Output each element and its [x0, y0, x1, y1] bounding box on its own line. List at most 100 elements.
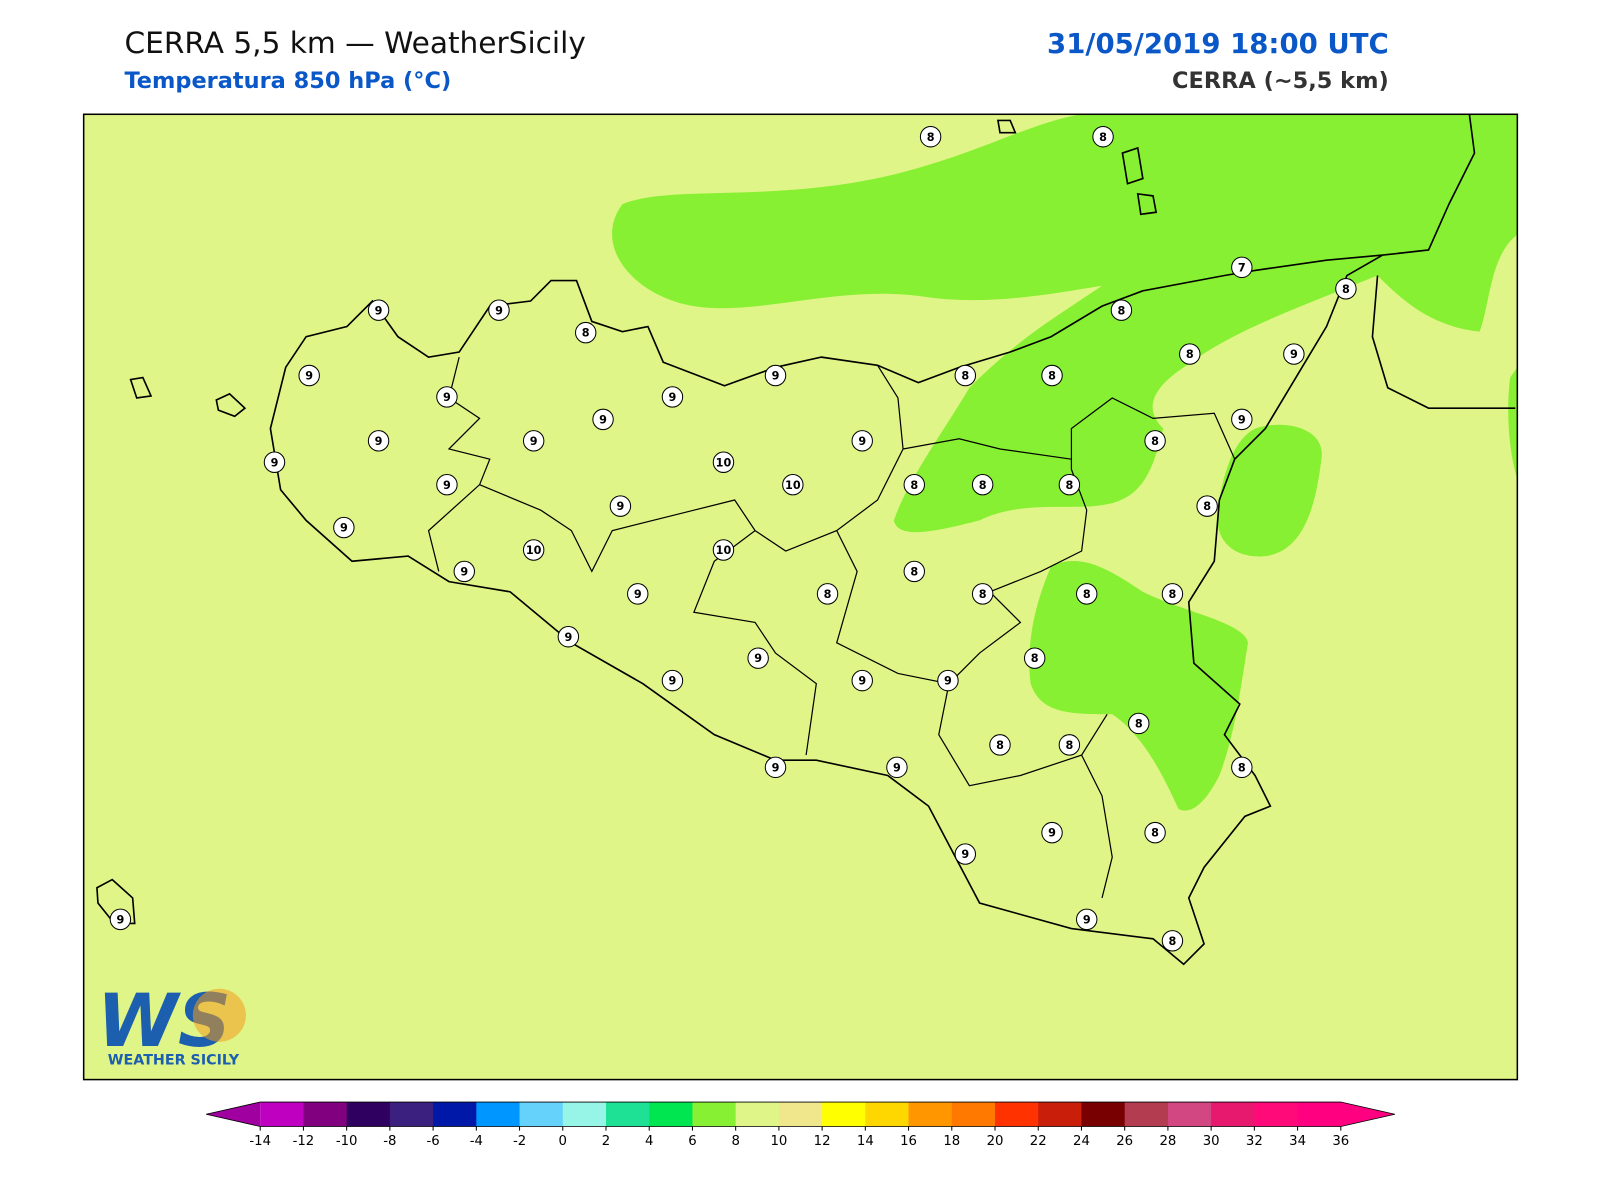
station: 9: [298, 364, 320, 387]
colorbar-tick-label: 8: [731, 1134, 739, 1149]
station-value: 8: [1169, 588, 1177, 601]
station-marker: [816, 583, 839, 605]
station-marker: [298, 364, 320, 387]
logo-sun: [192, 988, 246, 1042]
station: 9: [367, 430, 390, 452]
colorbar-segment: [1167, 1102, 1212, 1127]
colorbar-segment: [951, 1102, 996, 1127]
station-value: 8: [1118, 304, 1126, 317]
colorbar-tick-label: 36: [1332, 1134, 1349, 1149]
station: 8: [1058, 734, 1081, 756]
station: 8: [919, 126, 942, 148]
logo-text: WEATHER SICILY: [108, 1052, 240, 1068]
station-value: 9: [530, 435, 538, 448]
station: 8: [1128, 712, 1150, 735]
station-marker: [764, 756, 787, 779]
station-value: 8: [1065, 479, 1073, 492]
station-marker: [263, 451, 286, 473]
province-border: [427, 356, 1236, 899]
station-marker: [1335, 278, 1357, 300]
station: 9: [333, 516, 355, 539]
colorbar-segment: [778, 1102, 823, 1127]
station-value: 7: [1238, 261, 1246, 274]
colorbar-segment: [476, 1102, 521, 1127]
station-marker: [522, 539, 545, 561]
colorbar-tick-label: 2: [602, 1134, 610, 1149]
station-value: 8: [1065, 739, 1073, 752]
station-value: 9: [893, 761, 901, 774]
station-value: 9: [599, 413, 607, 426]
station-marker: [1076, 908, 1098, 931]
station: 8: [1179, 343, 1201, 365]
colorbar-tick-label: 34: [1289, 1134, 1306, 1149]
station-marker: [1144, 821, 1166, 844]
station-marker: [367, 299, 390, 321]
colorbar-segment: [735, 1102, 780, 1127]
station-value: 10: [526, 544, 542, 557]
station-value: 8: [979, 588, 987, 601]
station-value: 9: [858, 675, 866, 688]
station: 9: [627, 583, 649, 605]
station: 9: [453, 560, 475, 583]
station: 9: [764, 756, 787, 779]
station-marker: [436, 473, 458, 496]
colorbar-tick-label: 20: [987, 1134, 1004, 1149]
warm-area: [1029, 560, 1248, 811]
station: 9: [263, 451, 286, 473]
station-value: 8: [910, 566, 918, 579]
colorbar-tick-label: 26: [1116, 1134, 1133, 1149]
station: 9: [367, 299, 390, 321]
colorbar-tick-label: 14: [857, 1134, 874, 1149]
station-value: 9: [375, 304, 383, 317]
station-value: 9: [564, 631, 572, 644]
station-value: 9: [443, 391, 451, 404]
colorbar-segment: [995, 1102, 1039, 1127]
station-value: 9: [772, 761, 780, 774]
station: 9: [954, 843, 977, 865]
station-marker: [1058, 473, 1081, 496]
station-value: 8: [1186, 348, 1194, 361]
colorbar-tick-label: 22: [1030, 1134, 1047, 1149]
station: 10: [522, 539, 545, 561]
station-value: 8: [1048, 370, 1056, 383]
station-marker: [886, 756, 908, 779]
station-marker: [989, 734, 1011, 756]
station: 10: [782, 473, 804, 496]
station: 8: [1144, 430, 1166, 452]
colorbar-segment: [692, 1102, 737, 1127]
station: 9: [851, 430, 873, 452]
station: 9: [557, 626, 580, 648]
station-marker: [903, 560, 925, 583]
station-value: 8: [910, 479, 918, 492]
station-marker: [1041, 821, 1063, 844]
station-value: 9: [340, 522, 348, 535]
station-marker: [747, 647, 769, 669]
station: 8: [1058, 473, 1081, 496]
colorbar-segment: [260, 1102, 304, 1127]
colorbar-over: [1340, 1102, 1395, 1127]
station-value: 8: [979, 479, 987, 492]
station-marker: [1196, 495, 1218, 517]
station-marker: [574, 321, 597, 344]
station-value: 9: [1048, 827, 1056, 840]
station-marker: [1128, 712, 1150, 735]
station-marker: [436, 386, 458, 408]
station-value: 9: [961, 848, 969, 861]
stations: 8 8 7 8 8 9 9 8 8 9 9 9 8 8 9 9 9 9 9 9 9 8 9 10 9 10 8 8 8 9 8 9 10 10 9 8…: [109, 126, 1357, 952]
station-value: 8: [1238, 761, 1246, 774]
station: 9: [436, 386, 458, 408]
colorbar-tick-label: -10: [336, 1134, 358, 1149]
station: 9: [661, 386, 684, 408]
colorbar-tick-label: 24: [1073, 1134, 1090, 1149]
station: 9: [436, 473, 458, 496]
station-marker: [851, 669, 873, 692]
station-value: 9: [117, 913, 125, 926]
station-marker: [937, 669, 959, 692]
station-marker: [954, 843, 977, 865]
station: 8: [1092, 126, 1114, 148]
station-marker: [1076, 583, 1098, 605]
warm-area: [1508, 367, 1518, 480]
colorbar-segment: [1124, 1102, 1169, 1127]
colorbar-segment: [562, 1102, 607, 1127]
